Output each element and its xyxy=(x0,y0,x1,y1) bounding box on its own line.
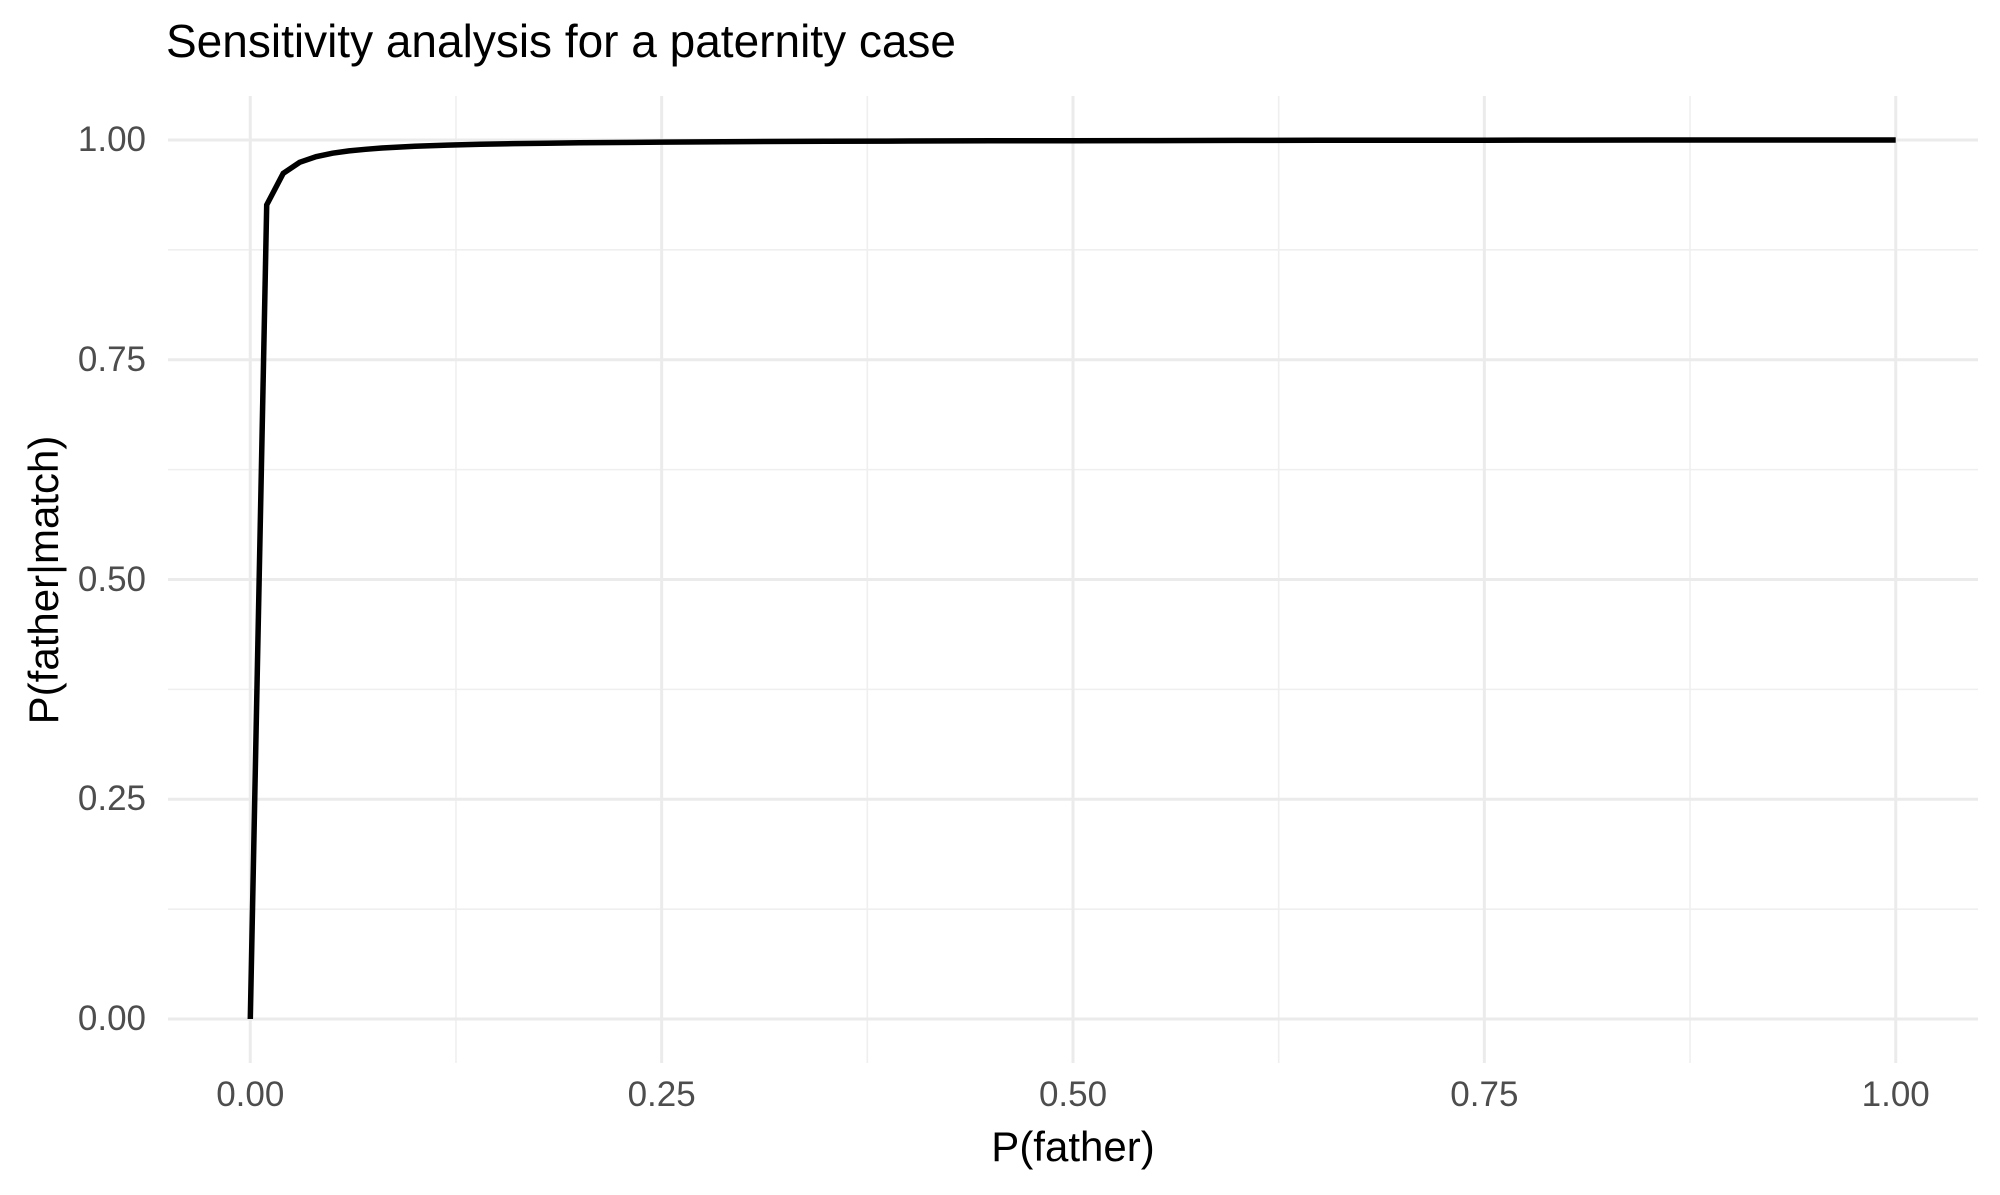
x-tick-label: 0.25 xyxy=(627,1075,696,1114)
x-tick-label: 0.00 xyxy=(216,1075,285,1114)
sensitivity-curve xyxy=(247,137,1896,1020)
y-tick-label: 1.00 xyxy=(77,119,146,159)
y-tick-label: 0.25 xyxy=(77,779,146,819)
y-tick-label: 0.50 xyxy=(77,559,146,599)
plot-title: Sensitivity analysis for a paternity cas… xyxy=(166,15,957,67)
x-tick-label: 0.50 xyxy=(1038,1075,1108,1114)
y-tick-label: 0.00 xyxy=(77,999,146,1039)
y-tick-label: 0.75 xyxy=(77,339,146,379)
x-tick-label: 0.75 xyxy=(1450,1075,1519,1114)
x-axis-title: P(father) xyxy=(991,1123,1155,1170)
x-tick-label: 1.00 xyxy=(1861,1075,1930,1114)
y-axis-title: P(father|match) xyxy=(20,435,67,725)
